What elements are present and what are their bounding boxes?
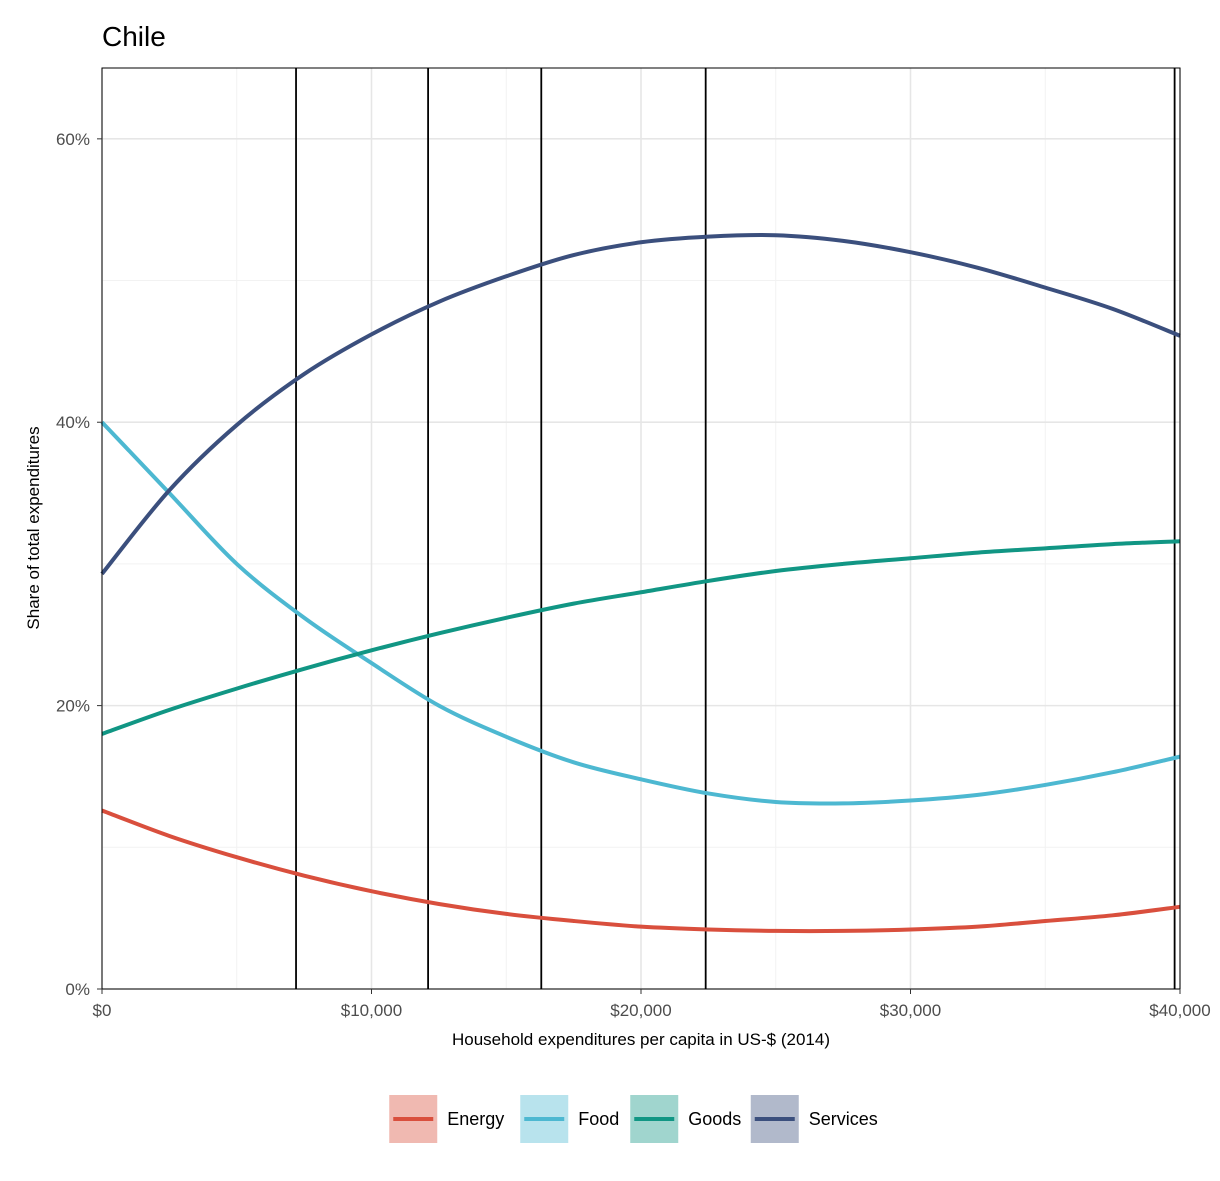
legend-label: Services bbox=[809, 1109, 878, 1129]
legend: Energy Food Goods Services bbox=[389, 1095, 878, 1143]
legend-label: Energy bbox=[447, 1109, 504, 1129]
axis-ticks: $0 $10,000 $20,000 $30,000 $40,000 0% 20% 40% 60… bbox=[56, 130, 1211, 1020]
legend-item-food: Food bbox=[520, 1095, 619, 1143]
series-line-services bbox=[100, 232, 1181, 576]
grid bbox=[101, 68, 1181, 990]
x-tick-label: $0 bbox=[93, 1001, 112, 1020]
legend-label: Goods bbox=[688, 1109, 741, 1129]
series-lines bbox=[100, 232, 1181, 934]
series-line-energy bbox=[101, 808, 1181, 934]
y-tick-label: 60% bbox=[56, 130, 90, 149]
legend-item-goods: Goods bbox=[630, 1095, 741, 1143]
x-tick-label: $30,000 bbox=[880, 1001, 941, 1020]
chart-title: Chile bbox=[102, 21, 166, 52]
x-axis-title: Household expenditures per capita in US-… bbox=[452, 1030, 830, 1049]
x-tick-label: $20,000 bbox=[610, 1001, 671, 1020]
series-line-goods bbox=[101, 539, 1181, 736]
legend-item-energy: Energy bbox=[389, 1095, 504, 1143]
vertical-reference-lines bbox=[295, 68, 1176, 989]
y-axis-title: Share of total expenditures bbox=[24, 426, 43, 629]
x-tick-label: $40,000 bbox=[1149, 1001, 1210, 1020]
y-tick-label: 20% bbox=[56, 697, 90, 716]
x-tick-label: $10,000 bbox=[341, 1001, 402, 1020]
legend-item-services: Services bbox=[750, 1095, 878, 1143]
legend-label: Food bbox=[578, 1109, 619, 1129]
series-line-food bbox=[100, 420, 1181, 806]
y-tick-label: 40% bbox=[56, 413, 90, 432]
y-tick-label: 0% bbox=[65, 980, 90, 999]
